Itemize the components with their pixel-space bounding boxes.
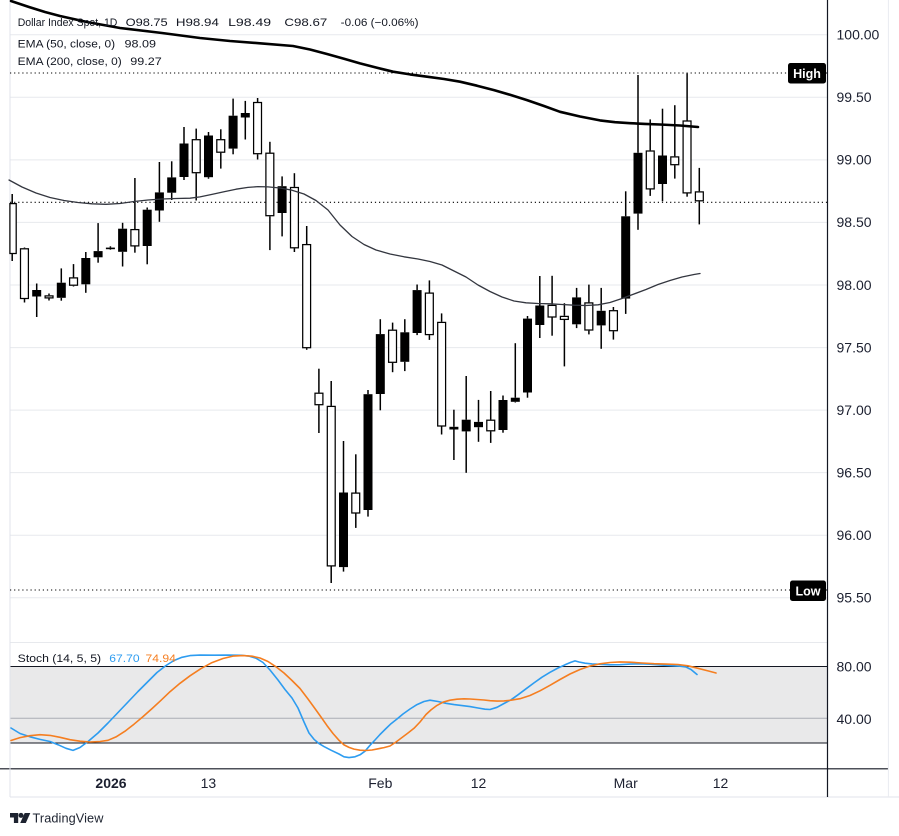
svg-text:100.00: 100.00 xyxy=(837,27,880,43)
svg-text:L98.49: L98.49 xyxy=(228,17,271,29)
svg-text:67.70: 67.70 xyxy=(109,653,139,665)
svg-text:97.50: 97.50 xyxy=(837,339,872,355)
svg-text:EMA (200, close, 0): EMA (200, close, 0) xyxy=(18,56,122,68)
svg-text:Low: Low xyxy=(796,584,821,598)
svg-text:99.50: 99.50 xyxy=(837,89,872,105)
svg-text:Dollar Index Spot, 1D: Dollar Index Spot, 1D xyxy=(18,17,118,29)
svg-text:Stoch (14, 5, 5): Stoch (14, 5, 5) xyxy=(18,653,102,665)
svg-text:12: 12 xyxy=(471,775,487,791)
svg-text:95.50: 95.50 xyxy=(837,590,872,606)
svg-text:EMA (50, close, 0): EMA (50, close, 0) xyxy=(18,39,116,51)
svg-text:74.94: 74.94 xyxy=(146,653,176,665)
svg-text:2026: 2026 xyxy=(95,775,126,791)
svg-text:80.00: 80.00 xyxy=(837,658,872,674)
svg-text:98.09: 98.09 xyxy=(125,39,157,51)
svg-text:96.00: 96.00 xyxy=(837,527,872,543)
svg-text:Mar: Mar xyxy=(614,775,638,791)
svg-text:40.00: 40.00 xyxy=(837,711,872,727)
svg-text:TradingView: TradingView xyxy=(33,810,104,825)
svg-text:C98.67: C98.67 xyxy=(284,17,327,29)
svg-text:98.00: 98.00 xyxy=(837,277,872,293)
svg-text:H98.94: H98.94 xyxy=(176,17,219,29)
svg-text:98.50: 98.50 xyxy=(837,214,872,230)
svg-text:-0.06 (−0.06%): -0.06 (−0.06%) xyxy=(341,17,419,29)
svg-text:Feb: Feb xyxy=(368,775,392,791)
svg-text:99.00: 99.00 xyxy=(837,152,872,168)
svg-text:97.00: 97.00 xyxy=(837,402,872,418)
svg-text:O98.75: O98.75 xyxy=(126,17,168,29)
svg-text:13: 13 xyxy=(201,775,217,791)
svg-text:12: 12 xyxy=(713,775,729,791)
svg-text:99.27: 99.27 xyxy=(130,56,162,68)
svg-text:96.50: 96.50 xyxy=(837,464,872,480)
svg-text:High: High xyxy=(793,67,821,81)
